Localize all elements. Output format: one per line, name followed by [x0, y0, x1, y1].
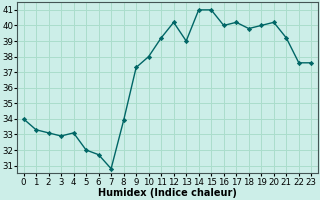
X-axis label: Humidex (Indice chaleur): Humidex (Indice chaleur): [98, 188, 237, 198]
